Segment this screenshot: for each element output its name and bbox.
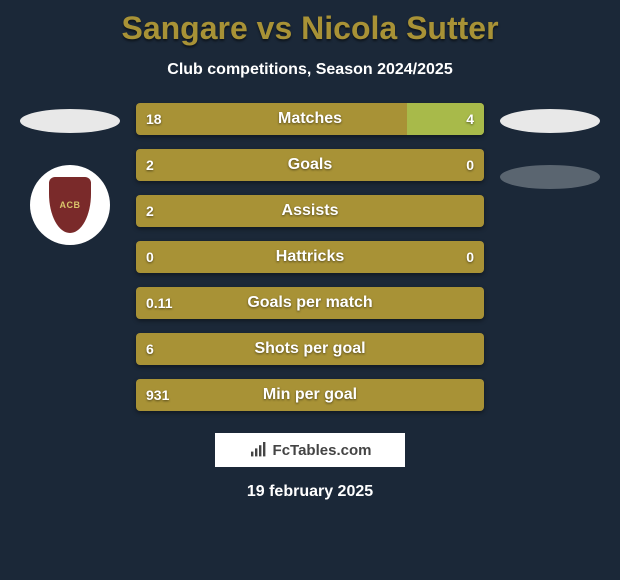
subtitle: Club competitions, Season 2024/2025 [0,61,620,79]
stat-value-right: 0 [466,157,474,173]
footer-logo: FcTables.com [215,433,405,467]
right-column [490,103,610,411]
stat-bar: 2 Goals 0 [136,149,484,181]
comparison-bars: 18 Matches 4 2 Goals 0 2 Assists 0 Hattricks 0 0.11… [130,103,490,411]
stat-value-right: 4 [466,111,474,127]
stat-value-right: 0 [466,249,474,265]
stat-value-left: 0.11 [146,295,172,311]
player2-club-placeholder [500,165,600,189]
stat-value-left: 6 [146,341,154,357]
stat-value-left: 2 [146,203,154,219]
player2-flag-placeholder [500,109,600,133]
stat-value-left: 931 [146,387,169,403]
stat-label: Goals [288,156,332,174]
player1-club-badge: ACB [30,165,110,245]
stat-value-left: 0 [146,249,154,265]
stat-label: Goals per match [247,294,372,312]
page-title: Sangare vs Nicola Sutter [0,0,620,47]
stat-bar: 0 Hattricks 0 [136,241,484,273]
stat-bar: 931 Min per goal [136,379,484,411]
chart-icon [249,442,269,458]
stat-bar: 18 Matches 4 [136,103,484,135]
stat-bar: 0.11 Goals per match [136,287,484,319]
stat-bar: 6 Shots per goal [136,333,484,365]
stat-label: Matches [278,110,342,128]
content-area: ACB 18Matches42Goals02Assists0Hattricks0… [0,103,620,411]
club-shield-icon: ACB [49,177,91,233]
stat-value-left: 18 [146,111,162,127]
stat-label: Hattricks [276,248,344,266]
player1-flag-placeholder [20,109,120,133]
stat-label: Shots per goal [254,340,365,358]
stat-label: Assists [282,202,339,220]
footer-date: 19 february 2025 [0,483,620,501]
stat-bar: 2 Assists [136,195,484,227]
footer-logo-text: FcTables.com [273,442,372,459]
stat-label: Min per goal [263,386,357,404]
stat-value-left: 2 [146,157,154,173]
left-column: ACB [10,103,130,411]
